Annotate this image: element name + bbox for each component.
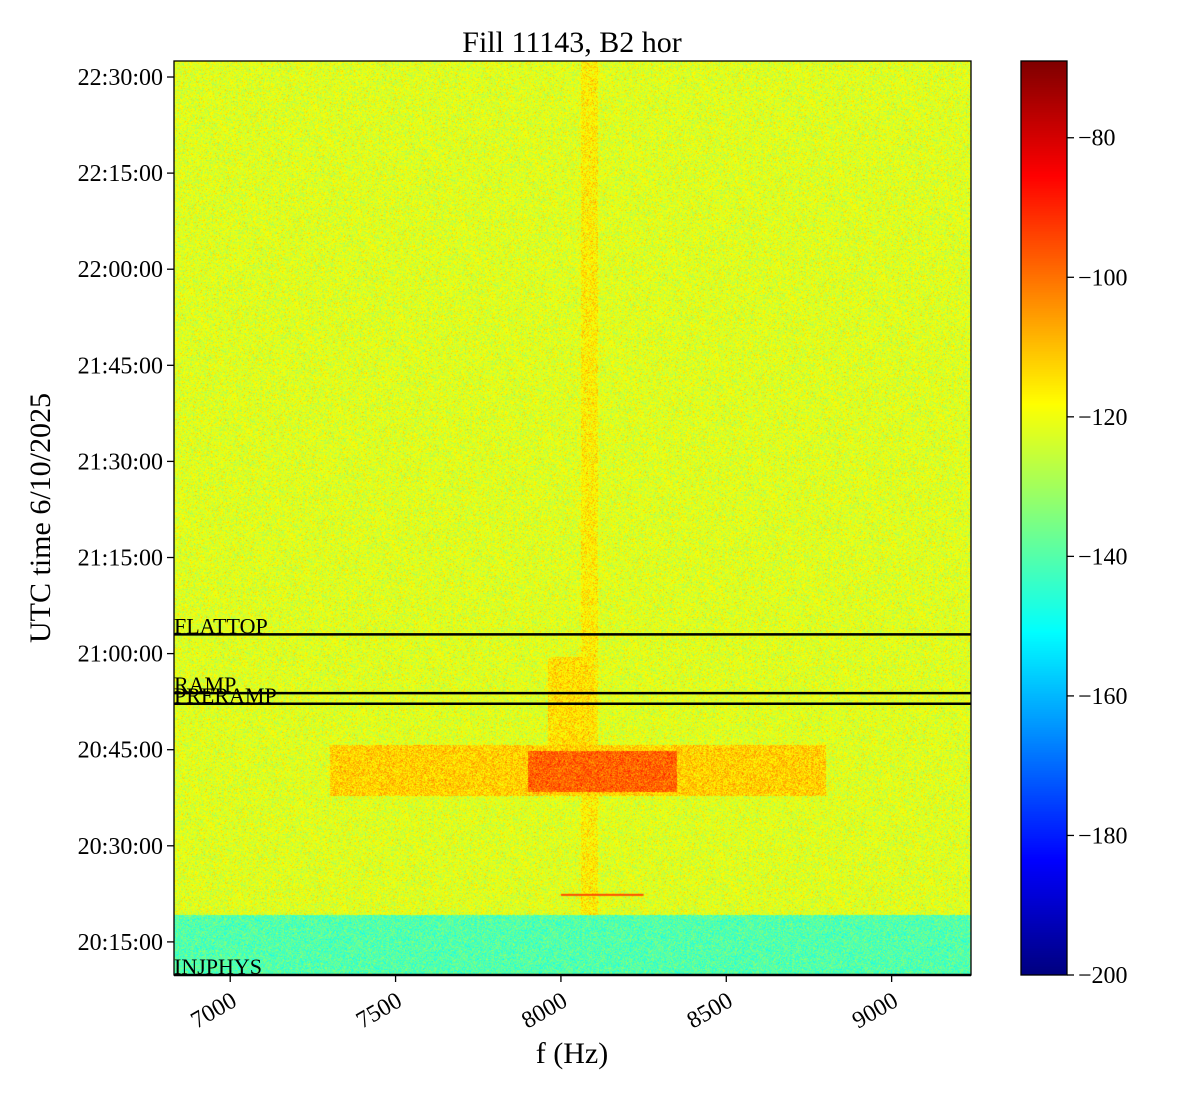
colorbar-tick-label: −180 (1078, 823, 1128, 849)
y-tick-label: 22:00:00 (78, 257, 163, 283)
chart-title: Fill 11143, B2 hor (462, 26, 681, 59)
colorbar-tick-label: −80 (1078, 126, 1116, 152)
y-tick-label: 20:30:00 (78, 834, 163, 860)
y-tick-label: 20:15:00 (78, 930, 163, 956)
heatmap-raster (174, 61, 971, 975)
phase-label-flattop: FLATTOP (174, 613, 268, 638)
y-axis-label: UTC time 6/10/2025 (24, 393, 57, 643)
x-tick-label: 9000 (848, 988, 903, 1035)
colorbar-tick-label: −200 (1078, 963, 1128, 989)
plot-frame (173, 60, 972, 976)
x-axis: 7000 7500 8000 8500 9000 (187, 975, 903, 1034)
x-tick-label: 8000 (517, 988, 572, 1035)
y-tick-label: 21:15:00 (78, 546, 163, 572)
colorbar-tick-label: −160 (1078, 684, 1128, 710)
x-tick-label: 7000 (187, 988, 242, 1035)
y-tick-label: 22:30:00 (78, 65, 163, 91)
y-tick-label: 21:30:00 (78, 449, 163, 475)
phase-label-ramp: RAMP (174, 672, 236, 697)
x-tick-label: 8500 (683, 988, 738, 1035)
colorbar-frame (1020, 60, 1068, 976)
x-tick-label: 7500 (352, 988, 407, 1035)
colorbar-tick-label: −140 (1078, 544, 1128, 570)
y-tick-label: 22:15:00 (78, 161, 163, 187)
y-axis: 20:15:00 20:30:00 20:45:00 21:00:00 21:15:00… (78, 65, 174, 956)
colorbar-tick-label: −100 (1078, 265, 1128, 291)
colorbar (1021, 61, 1067, 975)
y-tick-label: 21:00:00 (78, 642, 163, 668)
x-axis-label: f (Hz) (536, 1037, 608, 1070)
colorbar-tick-label: −120 (1078, 405, 1128, 431)
y-tick-label: 20:45:00 (78, 738, 163, 764)
phase-label-preramp: PRERAMP (174, 683, 277, 708)
y-tick-label: 21:45:00 (78, 353, 163, 379)
colorbar-axis: −80 −100 −120 −140 −160 −180 −200 (1067, 126, 1128, 989)
